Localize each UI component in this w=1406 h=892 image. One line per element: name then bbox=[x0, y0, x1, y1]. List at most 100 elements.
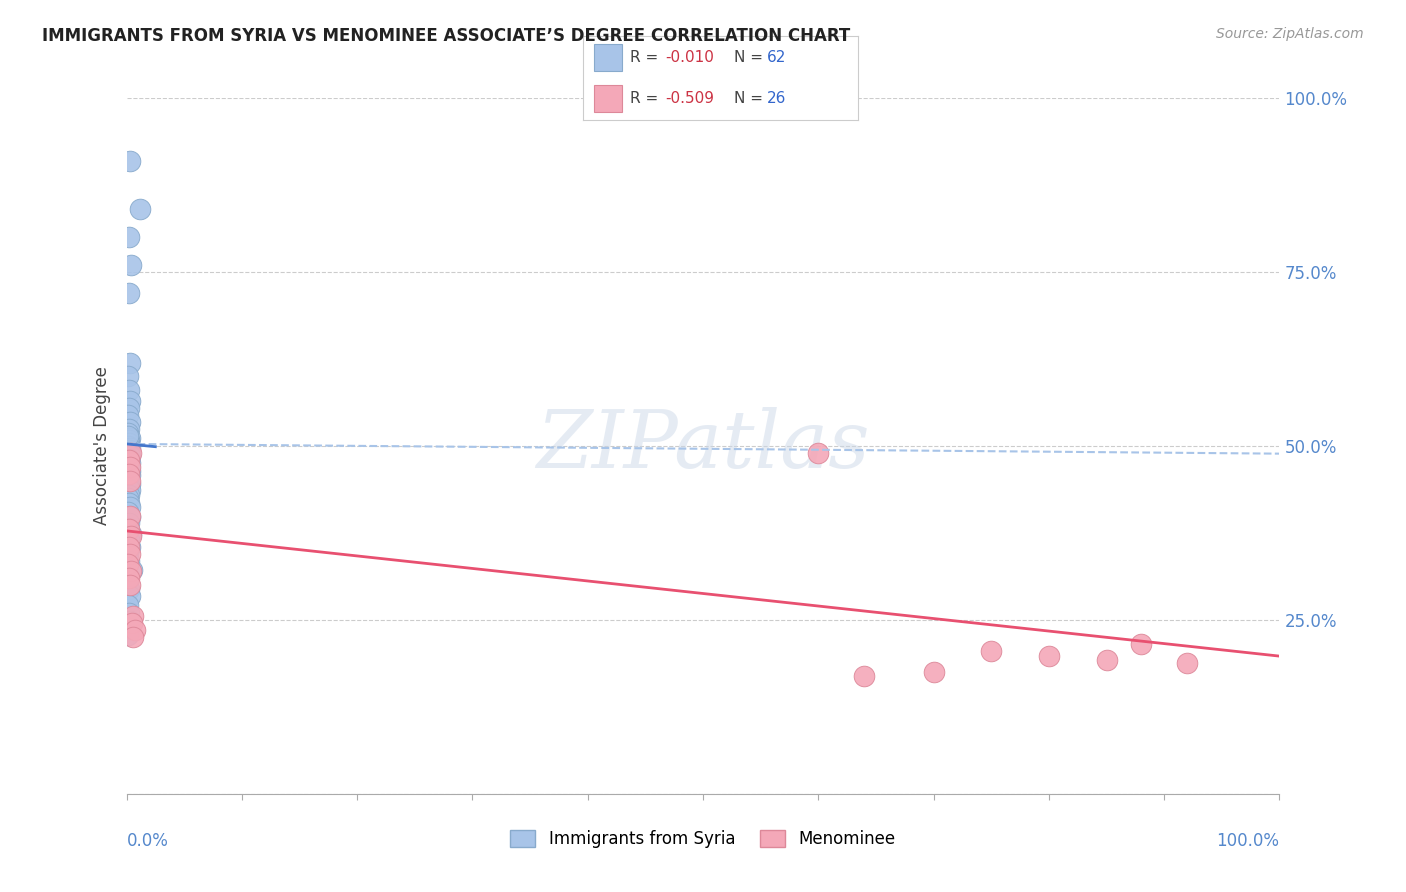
Point bbox=[118, 459, 141, 474]
Text: -0.509: -0.509 bbox=[666, 91, 714, 106]
Point bbox=[117, 369, 139, 384]
Point bbox=[118, 475, 141, 489]
Point bbox=[118, 496, 141, 510]
Point bbox=[1175, 656, 1198, 670]
Point bbox=[117, 491, 139, 505]
Point bbox=[118, 516, 141, 530]
Point bbox=[118, 523, 141, 537]
Point bbox=[118, 447, 141, 461]
Point bbox=[118, 458, 141, 472]
Point bbox=[118, 467, 141, 481]
Point bbox=[853, 668, 876, 682]
Point bbox=[118, 554, 141, 568]
Bar bbox=[595, 44, 621, 71]
Text: 26: 26 bbox=[768, 91, 786, 106]
Point bbox=[118, 464, 141, 478]
Point bbox=[117, 453, 139, 467]
Point bbox=[118, 450, 141, 464]
Point bbox=[122, 630, 145, 644]
Point bbox=[120, 526, 142, 541]
Point bbox=[118, 384, 141, 398]
Point bbox=[118, 431, 141, 445]
Point bbox=[117, 445, 139, 459]
Text: N =: N = bbox=[734, 91, 768, 106]
Point bbox=[118, 582, 141, 596]
Text: 100.0%: 100.0% bbox=[1216, 832, 1279, 850]
Text: 62: 62 bbox=[768, 50, 786, 65]
Point bbox=[121, 616, 143, 631]
Text: N =: N = bbox=[734, 50, 768, 65]
Text: IMMIGRANTS FROM SYRIA VS MENOMINEE ASSOCIATE’S DEGREE CORRELATION CHART: IMMIGRANTS FROM SYRIA VS MENOMINEE ASSOC… bbox=[42, 27, 851, 45]
Point bbox=[118, 422, 141, 436]
Point bbox=[118, 571, 141, 585]
Point bbox=[118, 547, 141, 561]
Text: 0.0%: 0.0% bbox=[127, 832, 169, 850]
Text: Source: ZipAtlas.com: Source: ZipAtlas.com bbox=[1216, 27, 1364, 41]
Point bbox=[807, 446, 830, 460]
Point bbox=[118, 441, 141, 455]
Point bbox=[124, 624, 146, 638]
Point bbox=[117, 598, 139, 612]
Point bbox=[118, 510, 141, 524]
Point bbox=[118, 153, 141, 168]
Point bbox=[117, 481, 139, 495]
Point bbox=[129, 202, 152, 217]
Point bbox=[1130, 637, 1153, 651]
Text: R =: R = bbox=[630, 91, 664, 106]
Point bbox=[118, 393, 141, 408]
Point bbox=[117, 574, 139, 589]
Point bbox=[122, 609, 145, 624]
Point bbox=[118, 533, 141, 547]
Point bbox=[980, 644, 1002, 658]
Bar bbox=[595, 85, 621, 112]
Point bbox=[117, 547, 139, 561]
Point bbox=[118, 436, 141, 450]
Point bbox=[120, 529, 142, 543]
Point bbox=[120, 446, 142, 460]
Point bbox=[118, 456, 141, 470]
Text: ZIPatlas: ZIPatlas bbox=[536, 408, 870, 484]
Point bbox=[922, 665, 945, 680]
Point bbox=[117, 408, 139, 422]
Point bbox=[117, 505, 139, 519]
Point bbox=[118, 540, 141, 554]
Point bbox=[117, 521, 139, 535]
Point bbox=[1038, 649, 1060, 664]
Text: R =: R = bbox=[630, 50, 664, 65]
Point bbox=[118, 606, 141, 620]
Point bbox=[118, 434, 141, 448]
Point bbox=[120, 258, 142, 272]
Point bbox=[118, 500, 141, 515]
Point bbox=[1095, 653, 1118, 667]
Point bbox=[120, 564, 142, 578]
Point bbox=[118, 621, 141, 635]
Point bbox=[118, 415, 141, 429]
Point bbox=[118, 401, 141, 415]
Point bbox=[118, 468, 141, 483]
Y-axis label: Associate's Degree: Associate's Degree bbox=[93, 367, 111, 525]
Point bbox=[118, 443, 141, 458]
Point bbox=[117, 439, 139, 453]
Point bbox=[117, 558, 139, 572]
Point bbox=[118, 508, 141, 523]
Point bbox=[118, 615, 141, 629]
Point bbox=[118, 589, 141, 603]
Point bbox=[118, 476, 141, 491]
Point bbox=[117, 428, 139, 442]
Point bbox=[117, 472, 139, 486]
Point bbox=[118, 578, 141, 592]
Legend: Immigrants from Syria, Menominee: Immigrants from Syria, Menominee bbox=[503, 823, 903, 855]
Point bbox=[118, 470, 141, 484]
Point bbox=[118, 488, 141, 502]
Point bbox=[118, 466, 141, 480]
Point bbox=[118, 478, 141, 492]
Point bbox=[117, 459, 139, 474]
Point bbox=[118, 462, 141, 476]
Point bbox=[118, 230, 141, 244]
Point bbox=[117, 426, 139, 441]
Point bbox=[118, 540, 141, 554]
Text: -0.010: -0.010 bbox=[666, 50, 714, 65]
Point bbox=[118, 355, 141, 369]
Point bbox=[118, 453, 141, 467]
Point bbox=[117, 628, 139, 642]
